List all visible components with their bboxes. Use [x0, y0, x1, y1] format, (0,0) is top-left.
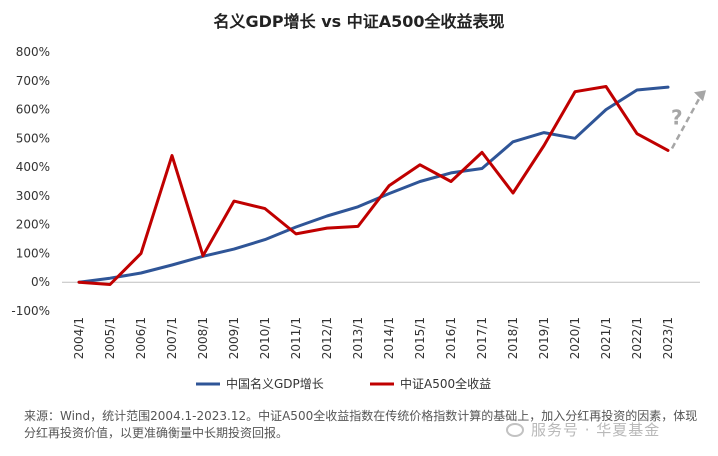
- x-tick-label: 2011/1: [289, 317, 303, 359]
- series-line-1: [77, 85, 670, 286]
- forecast-dashed-arrow: [670, 94, 703, 150]
- x-tick-label: 2019/1: [537, 317, 551, 359]
- y-tick-label: 800%: [16, 45, 50, 59]
- x-tick-label: 2005/1: [103, 317, 117, 359]
- series-line-0: [77, 85, 670, 284]
- y-tick-label: 500%: [16, 131, 50, 145]
- x-axis-ticks: 2004/1 2005/1 2006/1 2007/1 2008/1 2009/1 2010…: [72, 317, 675, 359]
- y-tick-label: 100%: [16, 246, 50, 260]
- y-tick-label: 300%: [16, 189, 50, 203]
- x-tick-label: 2023/1: [661, 317, 675, 359]
- x-tick-label: 2020/1: [568, 317, 582, 359]
- x-tick-label: 2013/1: [351, 317, 365, 359]
- x-tick-label: 2004/1: [72, 317, 86, 359]
- wechat-logo-icon: [506, 422, 524, 437]
- watermark: 服务号 · 华夏基金: [506, 419, 660, 440]
- y-tick-label: 600%: [16, 103, 50, 117]
- y-tick-label: 0%: [31, 275, 50, 289]
- x-tick-label: 2014/1: [382, 317, 396, 359]
- legend-label-1: 中证A500全收益: [400, 376, 491, 391]
- watermark-label: 服务号 · 华夏基金: [531, 421, 661, 439]
- x-tick-label: 2006/1: [134, 317, 148, 359]
- forecast-arrowhead-icon: [694, 90, 706, 102]
- legend: 中国名义GDP增长 中证A500全收益: [196, 376, 491, 391]
- x-tick-label: 2018/1: [506, 317, 520, 359]
- x-tick-label: 2017/1: [475, 317, 489, 359]
- chart-root: 名义GDP增长 vs 中证A500全收益表现 800% 700% 600% 500% 4…: [11, 12, 706, 391]
- series-group: [77, 85, 670, 286]
- y-axis-ticks: 800% 700% 600% 500% 400% 300% 200% 100% 0% -100%: [11, 45, 50, 318]
- y-tick-label: -100%: [11, 304, 50, 318]
- x-tick-label: 2012/1: [320, 317, 334, 359]
- y-tick-label: 700%: [16, 74, 50, 88]
- x-tick-label: 2016/1: [444, 317, 458, 359]
- source-footnote: 来源：Wind，统计范围2004.1-2023.12。中证A500全收益指数在传…: [24, 409, 698, 440]
- y-tick-label: 400%: [16, 160, 50, 174]
- x-tick-label: 2015/1: [413, 317, 427, 359]
- chart-title: 名义GDP增长 vs 中证A500全收益表现: [213, 12, 504, 31]
- forecast-annotation: ?: [670, 90, 706, 150]
- x-tick-label: 2010/1: [258, 317, 272, 359]
- x-tick-label: 2008/1: [196, 317, 210, 359]
- x-tick-label: 2009/1: [227, 317, 241, 359]
- y-tick-label: 200%: [16, 218, 50, 232]
- x-tick-label: 2007/1: [165, 317, 179, 359]
- x-tick-label: 2021/1: [599, 317, 613, 359]
- legend-label-0: 中国名义GDP增长: [226, 376, 324, 391]
- x-tick-label: 2022/1: [630, 317, 644, 359]
- forecast-question-mark: ?: [671, 105, 683, 129]
